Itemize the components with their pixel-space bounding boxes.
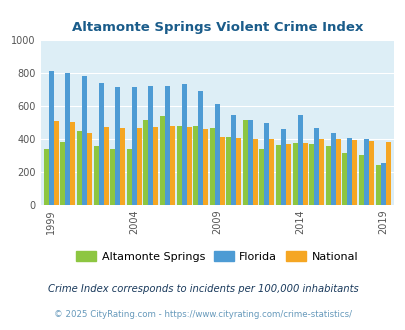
Bar [115, 87, 120, 205]
Bar [77, 131, 82, 205]
Bar [110, 149, 115, 205]
Bar [44, 149, 49, 205]
Bar [385, 142, 390, 205]
Bar [82, 76, 87, 205]
Bar [198, 91, 202, 205]
Bar [280, 129, 286, 205]
Bar [264, 123, 269, 205]
Bar [181, 84, 186, 205]
Bar [292, 143, 297, 205]
Bar [379, 163, 385, 205]
Bar [148, 86, 153, 205]
Bar [49, 71, 54, 205]
Bar [143, 120, 148, 205]
Bar [325, 146, 330, 205]
Bar [242, 120, 247, 205]
Bar [352, 140, 356, 205]
Bar [318, 139, 323, 205]
Bar [259, 149, 264, 205]
Bar [302, 143, 307, 205]
Bar [375, 165, 379, 205]
Bar [286, 144, 290, 205]
Bar [176, 126, 181, 205]
Bar [313, 128, 318, 205]
Bar [209, 128, 214, 205]
Bar [269, 139, 274, 205]
Bar [193, 126, 198, 205]
Bar [160, 115, 164, 205]
Bar [164, 86, 170, 205]
Bar [219, 137, 224, 205]
Bar [275, 145, 280, 205]
Bar [330, 133, 335, 205]
Bar [236, 138, 241, 205]
Bar [368, 141, 373, 205]
Bar [231, 115, 236, 205]
Bar [170, 126, 175, 205]
Bar [186, 127, 191, 205]
Bar [297, 115, 302, 205]
Bar [341, 153, 347, 205]
Bar [70, 122, 75, 205]
Bar [136, 128, 141, 205]
Text: Crime Index corresponds to incidents per 100,000 inhabitants: Crime Index corresponds to incidents per… [47, 284, 358, 294]
Bar [87, 133, 92, 205]
Title: Altamonte Springs Violent Crime Index: Altamonte Springs Violent Crime Index [71, 21, 362, 34]
Bar [98, 82, 103, 205]
Bar [54, 121, 59, 205]
Bar [202, 129, 208, 205]
Bar [335, 139, 340, 205]
Bar [65, 73, 70, 205]
Bar [103, 127, 108, 205]
Legend: Altamonte Springs, Florida, National: Altamonte Springs, Florida, National [71, 247, 362, 266]
Bar [94, 146, 98, 205]
Bar [226, 137, 231, 205]
Bar [309, 144, 313, 205]
Bar [132, 87, 136, 205]
Bar [214, 104, 219, 205]
Bar [247, 120, 252, 205]
Bar [358, 155, 363, 205]
Bar [120, 128, 125, 205]
Bar [347, 138, 352, 205]
Text: © 2025 CityRating.com - https://www.cityrating.com/crime-statistics/: © 2025 CityRating.com - https://www.city… [54, 310, 351, 319]
Bar [252, 139, 257, 205]
Bar [126, 149, 132, 205]
Bar [60, 142, 65, 205]
Bar [153, 127, 158, 205]
Bar [363, 139, 368, 205]
